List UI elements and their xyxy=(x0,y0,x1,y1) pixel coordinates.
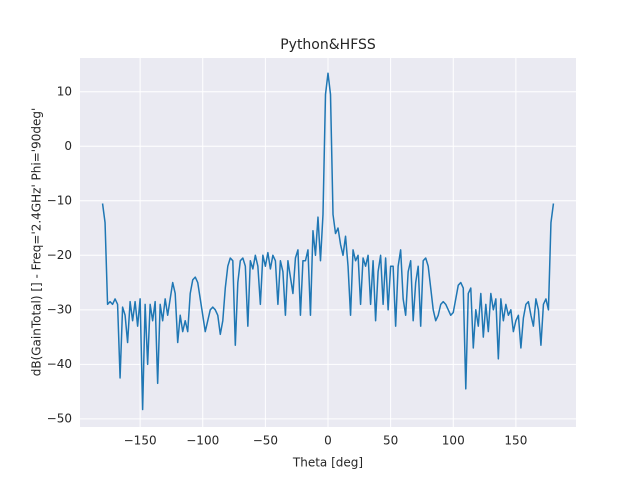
y-tick-label: 10 xyxy=(57,84,72,98)
y-tick-label: −20 xyxy=(47,248,72,262)
y-tick-label: −10 xyxy=(47,193,72,207)
y-tick-label: 0 xyxy=(64,139,72,153)
x-axis-label: Theta [deg] xyxy=(292,456,363,470)
x-tick-label: −150 xyxy=(124,434,157,448)
y-tick-label: −40 xyxy=(47,357,72,371)
x-tick-label: 0 xyxy=(324,434,332,448)
x-tick-label: −50 xyxy=(253,434,278,448)
x-tick-label: −100 xyxy=(186,434,219,448)
x-tick-label: 150 xyxy=(504,434,527,448)
y-tick-label: −50 xyxy=(47,411,72,425)
x-tick-label: 50 xyxy=(383,434,398,448)
y-tick-label: −30 xyxy=(47,302,72,316)
y-axis-label: dB(GainTotal) [] - Freq='2.4GHz' Phi='90… xyxy=(30,108,44,377)
line xyxy=(101,72,555,411)
chart-title: Python&HFSS xyxy=(280,37,376,53)
x-tick-label: 100 xyxy=(442,434,465,448)
